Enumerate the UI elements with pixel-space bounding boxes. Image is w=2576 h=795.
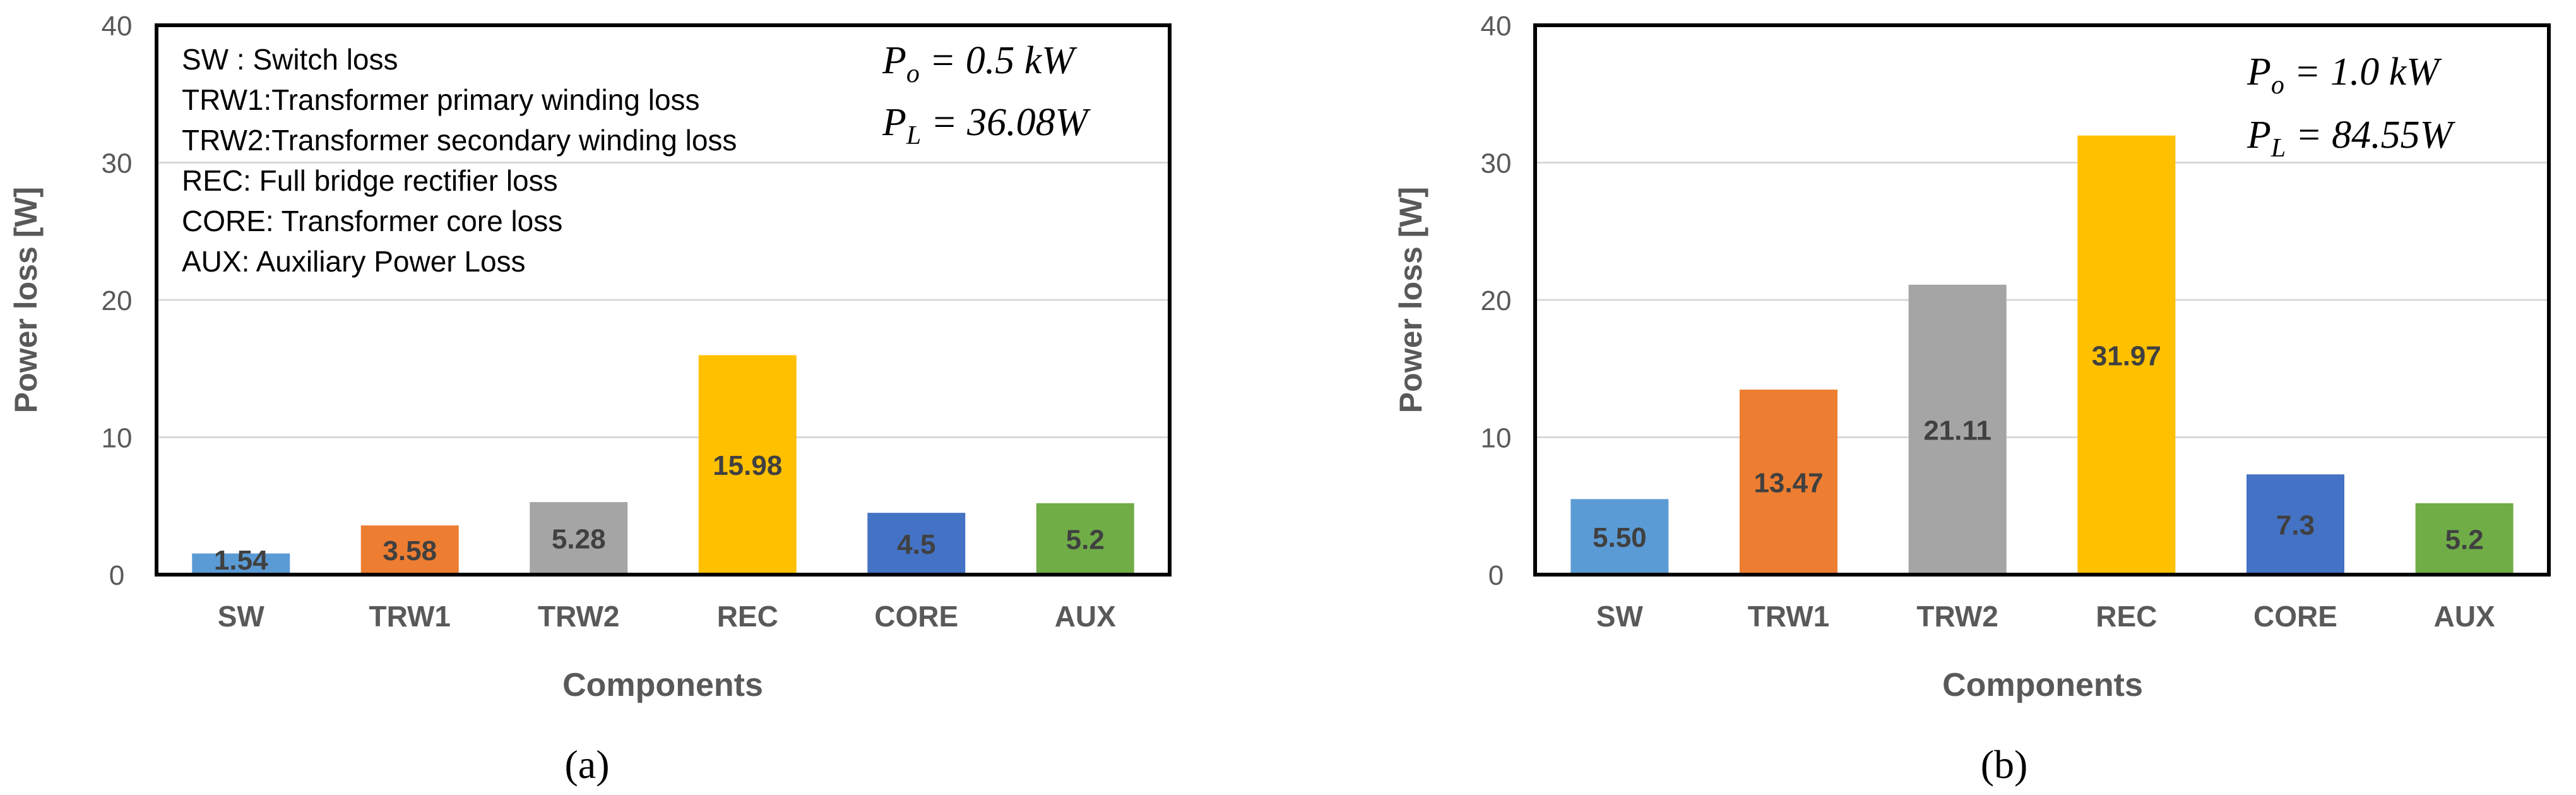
x-tick-label: CORE xyxy=(874,600,958,633)
y-tick-label: 30 xyxy=(1481,148,1512,179)
x-axis-label: Components xyxy=(1942,667,2143,703)
plot-frame xyxy=(155,23,1172,577)
y-tick-label: 20 xyxy=(1481,285,1512,316)
bar xyxy=(1908,284,2007,575)
data-label: 5.2 xyxy=(2445,524,2484,555)
chart-panel-b: 0 10 20 30 40 5.50 13.47 21.11 31.97 7.3 5.2 SW TR… xyxy=(1393,11,2551,787)
legend-line: AUX: Auxiliary Power Loss xyxy=(182,245,526,278)
bars: 5.50 13.47 21.11 31.97 7.3 5.2 xyxy=(1570,135,2514,575)
x-tick-label: TRW1 xyxy=(1748,600,1830,633)
data-label: 7.3 xyxy=(2276,510,2315,541)
bar xyxy=(2077,135,2176,575)
x-tick-labels: SW TRW1 TRW2 REC CORE AUX xyxy=(218,600,1116,633)
bar xyxy=(360,525,459,575)
x-tick-label: SW xyxy=(1596,600,1644,633)
data-label: 13.47 xyxy=(1754,468,1823,499)
bar xyxy=(192,553,290,575)
data-label: 1.54 xyxy=(214,545,268,576)
x-tick-label: TRW2 xyxy=(1916,600,1998,633)
legend-line: REC: Full bridge rectifier loss xyxy=(182,164,558,197)
panel-label-b: (b) xyxy=(1981,742,2028,787)
bar xyxy=(1036,503,1134,575)
x-tick-label: SW xyxy=(218,600,265,633)
legend-line: TRW2:Transformer secondary winding loss xyxy=(182,124,737,157)
gridlines xyxy=(157,162,1170,438)
power-loss-annotation: PL = 84.55W xyxy=(2247,114,2456,163)
chart-panel-a: 0 10 20 30 40 1.54 3.58 5.28 15.98 4.5 5.2 SW TRW1… xyxy=(8,11,1172,787)
output-power-annotation: Po = 1.0 kW xyxy=(2247,51,2442,100)
data-label: 4.5 xyxy=(897,529,935,560)
x-tick-label: TRW1 xyxy=(369,600,451,633)
y-axis-label: Power loss [W] xyxy=(8,187,44,413)
legend-text-block: SW : Switch loss TRW1:Transformer primar… xyxy=(182,43,737,278)
data-label: 21.11 xyxy=(1923,415,1991,446)
x-tick-label: AUX xyxy=(1055,600,1116,633)
data-label: 5.28 xyxy=(552,524,606,555)
data-label: 5.50 xyxy=(1593,522,1647,553)
bar xyxy=(2415,503,2514,575)
y-axis-label: Power loss [W] xyxy=(1393,187,1428,413)
bar xyxy=(1740,390,1837,575)
y-tick-label: 10 xyxy=(1481,423,1512,454)
y-tick-label: 20 xyxy=(102,285,133,316)
x-tick-label: TRW2 xyxy=(538,600,620,633)
x-axis-label: Components xyxy=(562,667,763,703)
bar xyxy=(1570,499,1669,575)
data-label: 3.58 xyxy=(383,535,437,566)
y-tick-label: 10 xyxy=(102,423,133,454)
power-loss-annotation: PL = 36.08W xyxy=(882,101,1091,150)
legend-line: SW : Switch loss xyxy=(182,43,398,76)
x-tick-label: CORE xyxy=(2253,600,2337,633)
bar xyxy=(698,355,797,575)
x-tick-label: AUX xyxy=(2434,600,2495,633)
y-tick-label: 30 xyxy=(102,148,133,179)
legend-line: TRW1:Transformer primary winding loss xyxy=(182,83,700,116)
y-tick-labels: 0 10 20 30 40 xyxy=(102,11,133,591)
x-tick-label: REC xyxy=(2096,600,2157,633)
data-label: 5.2 xyxy=(1066,524,1105,555)
data-label: 31.97 xyxy=(2092,340,2161,371)
bar xyxy=(2247,474,2344,575)
y-tick-label: 0 xyxy=(1488,560,1504,591)
legend-line: CORE: Transformer core loss xyxy=(182,205,562,237)
x-tick-labels: SW TRW1 TRW2 REC CORE AUX xyxy=(1596,600,2495,633)
output-power-annotation: Po = 0.5 kW xyxy=(882,39,1077,88)
x-tick-label: REC xyxy=(717,600,778,633)
gridlines xyxy=(1535,162,2549,438)
y-tick-labels: 0 10 20 30 40 xyxy=(1481,11,1512,591)
bars: 1.54 3.58 5.28 15.98 4.5 5.2 xyxy=(192,355,1134,576)
y-tick-label: 0 xyxy=(109,560,124,591)
panel-label-a: (a) xyxy=(564,742,609,787)
y-tick-label: 40 xyxy=(102,11,133,42)
y-tick-label: 40 xyxy=(1481,11,1512,42)
bar xyxy=(867,513,966,575)
plot-frame xyxy=(1533,23,2551,577)
data-label: 15.98 xyxy=(713,450,782,481)
bar xyxy=(530,502,628,575)
